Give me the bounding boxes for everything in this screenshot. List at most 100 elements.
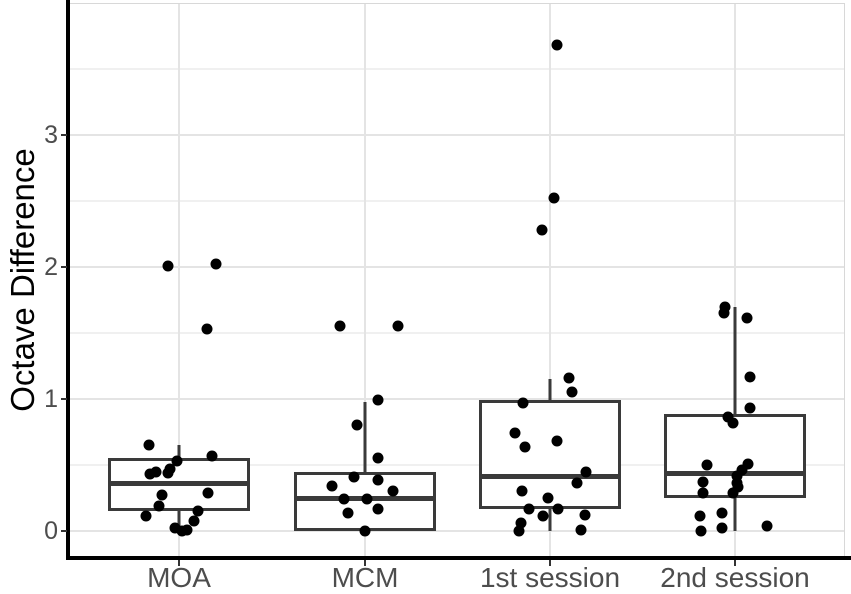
x-axis-tick-label: 1st session <box>479 562 621 593</box>
panel-border-right <box>844 3 845 556</box>
data-point <box>731 470 743 482</box>
data-point <box>719 301 731 313</box>
y-axis-tick-label: 0 <box>44 517 58 545</box>
data-point <box>542 492 554 504</box>
y-axis-tick-mark <box>61 398 67 400</box>
data-point <box>697 487 709 499</box>
data-point <box>348 471 360 483</box>
data-point <box>372 452 384 464</box>
data-point <box>575 524 587 536</box>
panel-border-top <box>70 3 845 4</box>
data-point <box>169 522 181 534</box>
y-axis-tick-label: 2 <box>44 253 58 281</box>
gridline-minor-horizontal <box>70 68 845 70</box>
x-axis-tick-mark <box>734 560 736 566</box>
y-axis-line <box>66 0 70 560</box>
data-point <box>579 509 591 521</box>
gridline-major-vertical <box>178 3 180 556</box>
iqr-box <box>479 400 621 510</box>
data-point <box>188 515 200 527</box>
lower-whisker <box>177 511 181 531</box>
data-point <box>761 520 773 532</box>
data-point <box>202 487 214 499</box>
upper-whisker <box>548 379 552 401</box>
gridline-minor-horizontal <box>70 464 845 466</box>
gridline-major-vertical <box>364 3 366 556</box>
lower-whisker <box>733 498 737 531</box>
data-point <box>387 485 399 497</box>
data-point <box>359 525 371 537</box>
data-point <box>701 459 713 471</box>
x-axis-tick-mark <box>178 560 180 566</box>
data-point <box>736 464 748 476</box>
data-point <box>513 525 525 537</box>
data-point <box>580 466 592 478</box>
data-point <box>716 522 728 534</box>
data-point <box>536 224 548 236</box>
data-point <box>571 477 583 489</box>
gridline-major-horizontal <box>70 134 845 136</box>
data-point <box>727 487 739 499</box>
data-point <box>176 525 188 537</box>
data-point <box>338 493 350 505</box>
gridline-minor-horizontal <box>70 332 845 334</box>
data-point <box>201 323 213 335</box>
y-axis-title: Octave Difference <box>4 148 41 412</box>
data-point <box>744 402 756 414</box>
data-point <box>517 397 529 409</box>
data-point <box>150 466 162 478</box>
x-axis-tick-mark <box>549 560 551 566</box>
data-point <box>192 505 204 517</box>
data-point <box>372 394 384 406</box>
data-point <box>361 493 373 505</box>
data-point <box>537 510 549 522</box>
data-point <box>566 386 578 398</box>
data-point <box>334 320 346 332</box>
data-point <box>392 320 404 332</box>
data-point <box>742 458 754 470</box>
data-point <box>206 450 218 462</box>
data-point <box>741 312 753 324</box>
gridline-major-horizontal <box>70 530 845 532</box>
data-point <box>552 503 564 515</box>
data-point <box>509 427 521 439</box>
data-point <box>162 260 174 272</box>
data-point <box>718 307 730 319</box>
data-point <box>171 455 183 467</box>
data-point <box>144 468 156 480</box>
data-point <box>153 500 165 512</box>
data-point <box>548 192 560 204</box>
data-point <box>210 258 222 270</box>
x-axis-tick-label: MCM <box>331 562 399 593</box>
y-axis-tick-label: 1 <box>44 385 58 413</box>
data-point <box>697 476 709 488</box>
data-point <box>372 474 384 486</box>
y-axis-tick-mark <box>61 530 67 532</box>
data-point <box>140 510 152 522</box>
data-point <box>516 485 528 497</box>
x-axis-tick-label: MOA <box>147 562 211 593</box>
data-point <box>162 467 174 479</box>
y-axis-tick-mark <box>61 134 67 136</box>
data-point <box>156 489 168 501</box>
data-point <box>143 439 155 451</box>
data-point <box>519 441 531 453</box>
upper-whisker <box>177 445 181 459</box>
upper-whisker <box>733 306 737 414</box>
data-point <box>342 507 354 519</box>
x-axis-line <box>66 556 851 560</box>
data-point <box>563 372 575 384</box>
gridline-major-vertical <box>549 3 551 556</box>
data-point <box>523 503 535 515</box>
lower-whisker <box>548 509 552 531</box>
upper-whisker <box>363 401 367 473</box>
y-axis-tick-label: 3 <box>44 121 58 149</box>
data-point <box>732 481 744 493</box>
gridline-major-horizontal <box>70 398 845 400</box>
data-point <box>727 417 739 429</box>
gridline-major-vertical <box>734 3 736 556</box>
data-point <box>351 419 363 431</box>
data-point <box>515 517 527 529</box>
x-axis-tick-label: 2nd session <box>660 562 810 593</box>
